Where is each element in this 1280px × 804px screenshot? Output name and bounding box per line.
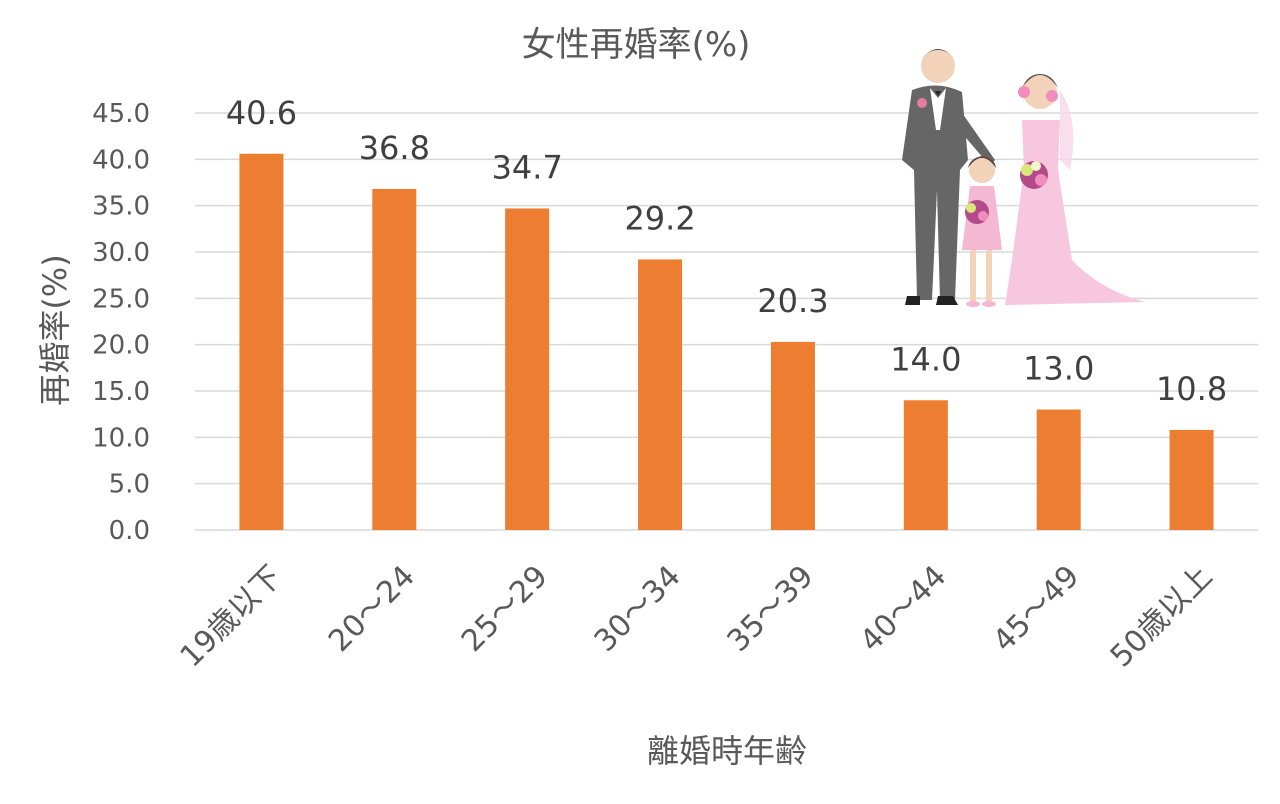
bar — [638, 259, 683, 530]
x-tick-label: 45～49 — [986, 559, 1086, 659]
y-tick-label: 35.0 — [92, 192, 150, 222]
y-tick-label: 25.0 — [92, 284, 150, 314]
groom-figure — [902, 49, 995, 305]
data-label: 36.8 — [359, 129, 430, 167]
bar — [239, 153, 284, 531]
wedding-family-icon — [902, 49, 1145, 307]
x-tick-label: 19歳以下 — [174, 559, 289, 674]
girl-figure — [962, 156, 1002, 307]
x-axis-ticks: 19歳以下 20～24 25～29 30～34 35～39 40～44 45～49 50歳以上 — [174, 559, 1220, 674]
data-labels: 40.6 36.8 34.7 29.2 20.3 14.0 13.0 10.8 — [226, 94, 1227, 408]
bars — [239, 153, 1214, 531]
x-tick-label: 35～39 — [721, 559, 821, 659]
y-tick-label: 0.0 — [109, 516, 150, 546]
chart-title: 女性再婚率(%) — [522, 25, 751, 65]
x-tick-label: 30～34 — [588, 559, 688, 659]
x-axis-title: 離婚時年齢 — [647, 732, 807, 770]
y-tick-label: 15.0 — [92, 377, 150, 407]
data-label: 10.8 — [1156, 370, 1227, 408]
y-tick-label: 40.0 — [92, 145, 150, 175]
bride-figure — [1005, 74, 1145, 305]
bar — [770, 341, 815, 530]
bar — [505, 208, 550, 531]
bar — [903, 400, 948, 530]
data-label: 20.3 — [757, 282, 828, 320]
bar — [1036, 409, 1081, 530]
x-tick-label: 50歳以上 — [1104, 559, 1219, 674]
x-tick-label: 40～44 — [854, 559, 954, 659]
y-tick-label: 5.0 — [109, 470, 150, 500]
x-tick-label: 25～29 — [455, 559, 555, 659]
data-label: 29.2 — [624, 199, 695, 237]
bar — [1169, 429, 1214, 530]
data-label: 14.0 — [890, 340, 961, 378]
x-tick-label: 20～24 — [322, 559, 422, 659]
y-tick-label: 20.0 — [92, 331, 150, 361]
y-axis-title: 再婚率(%) — [36, 254, 74, 405]
y-tick-label: 10.0 — [92, 423, 150, 453]
data-label: 34.7 — [492, 148, 563, 186]
y-tick-label: 45.0 — [92, 99, 150, 129]
y-axis-ticks: 0.0 5.0 10.0 15.0 20.0 25.0 30.0 35.0 40.0 45.0 — [92, 99, 150, 546]
data-label: 40.6 — [226, 94, 297, 132]
bar — [372, 188, 417, 530]
y-tick-label: 30.0 — [92, 238, 150, 268]
data-label: 13.0 — [1023, 350, 1094, 388]
gridlines — [195, 112, 1258, 531]
